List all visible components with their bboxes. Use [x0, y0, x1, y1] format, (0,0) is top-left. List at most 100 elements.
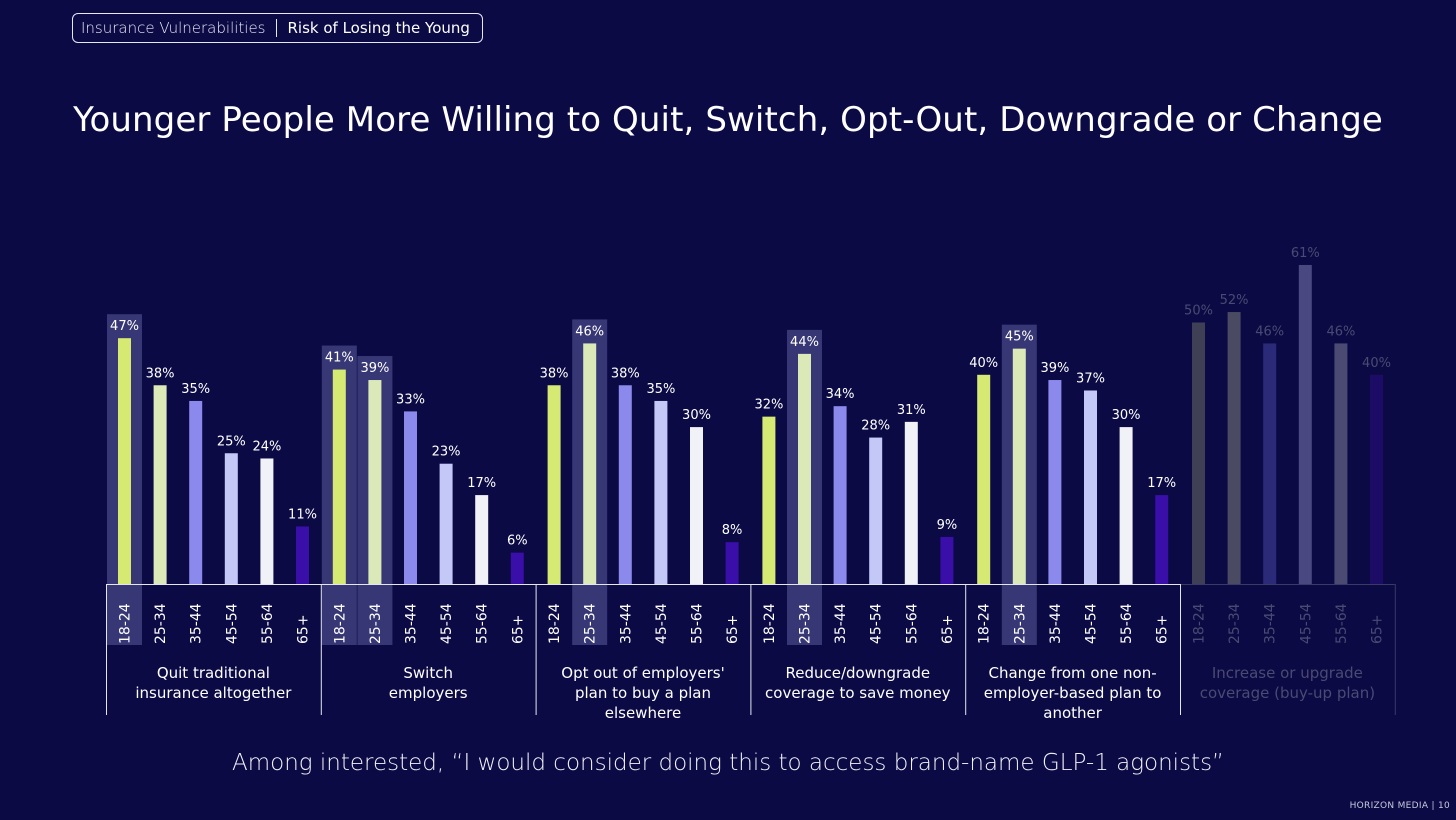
data-label: 33% [396, 392, 425, 407]
bar [583, 343, 597, 584]
group-label: Increase or upgrade [1212, 664, 1363, 682]
data-label: 46% [1255, 324, 1284, 339]
brand-page-number: HORIZON MEDIA | 10 [1349, 801, 1450, 811]
tick-label: 55-64 [1334, 603, 1350, 644]
tick-label: 55-64 [690, 603, 706, 644]
bar [977, 374, 991, 584]
bar [798, 353, 811, 584]
tick-label: 25-34 [153, 603, 169, 644]
tick-label: 35-44 [833, 603, 849, 644]
data-label: 31% [897, 403, 926, 418]
tick-label: 55-64 [260, 603, 276, 644]
data-label: 61% [1291, 246, 1320, 261]
tick-label: 45-54 [1084, 603, 1100, 644]
bar [1048, 380, 1062, 584]
data-label: 34% [826, 387, 855, 402]
data-label: 47% [110, 319, 139, 334]
group-label: employers [389, 684, 468, 702]
group-label: plan to buy a plan [575, 684, 711, 702]
data-label: 40% [1362, 356, 1391, 371]
tick-label: 18-24 [762, 603, 778, 644]
data-label: 35% [646, 382, 675, 397]
tick-label: 18-24 [977, 603, 993, 644]
bar [404, 411, 417, 584]
group-label: elsewhere [605, 704, 682, 722]
tick-label: 45-54 [1298, 603, 1314, 644]
data-label: 9% [937, 518, 958, 533]
tick-label: 25-34 [368, 603, 384, 644]
bar [1263, 343, 1277, 584]
tick-label: 65+ [725, 614, 741, 644]
bar [1119, 427, 1133, 584]
tick-label: 65+ [1370, 614, 1386, 644]
bar [654, 400, 668, 584]
bar [940, 536, 954, 584]
bar [833, 406, 847, 584]
page-title: Younger People More Willing to Quit, Swi… [73, 100, 1383, 140]
tick-label: 18-24 [1192, 603, 1208, 644]
group-label: Quit traditional [157, 664, 270, 682]
group-label: coverage to save money [765, 684, 951, 702]
tick-label: 45-54 [439, 603, 455, 644]
tick-label: 35-44 [189, 603, 205, 644]
tick-label: 18-24 [332, 603, 348, 644]
bar [118, 338, 131, 584]
data-label: 44% [790, 335, 819, 350]
group-label: Switch [403, 664, 453, 682]
bar [618, 385, 632, 584]
bar [690, 427, 703, 584]
tick-label: 65+ [1155, 614, 1171, 644]
data-label: 39% [1040, 361, 1069, 376]
bar [332, 369, 346, 584]
data-label: 24% [252, 439, 281, 454]
bar [725, 542, 739, 584]
data-label: 17% [1147, 476, 1176, 491]
bar [475, 495, 489, 584]
tick-label: 35-44 [404, 603, 420, 644]
tick-label: 45-54 [224, 603, 240, 644]
data-label: 38% [146, 366, 175, 381]
tick-label: 18-24 [118, 603, 134, 644]
bar [368, 380, 382, 584]
data-label: 40% [969, 356, 998, 371]
tick-label: 65+ [296, 614, 312, 644]
bar [869, 437, 883, 584]
data-label: 30% [682, 408, 711, 423]
bar [762, 416, 776, 584]
tick-label: 45-54 [869, 603, 885, 644]
data-label: 46% [575, 324, 604, 339]
group-label: Opt out of employers' [561, 664, 724, 682]
tick-label: 55-64 [904, 603, 920, 644]
tick-label: 65+ [510, 614, 526, 644]
bar [1334, 343, 1348, 584]
data-label: 25% [217, 434, 246, 449]
bar [904, 421, 918, 584]
bar [1298, 264, 1312, 584]
data-label: 39% [360, 361, 389, 376]
data-label: 23% [432, 445, 461, 460]
tick-label: 65+ [940, 614, 956, 644]
bar [1012, 348, 1026, 584]
data-label: 6% [507, 534, 528, 549]
bar [439, 463, 453, 584]
data-label: 30% [1112, 408, 1141, 423]
bar [510, 552, 524, 584]
data-label: 11% [288, 507, 317, 522]
group-label: Change from one non- [989, 664, 1157, 682]
tick-label: 35-44 [618, 603, 634, 644]
tick-label: 25-34 [583, 603, 599, 644]
tick-label: 18-24 [547, 603, 563, 644]
data-label: 17% [467, 476, 496, 491]
breadcrumb-divider [275, 19, 277, 37]
bar [1084, 390, 1097, 584]
tick-label: 55-64 [475, 603, 491, 644]
bar [1192, 322, 1205, 584]
group-label: insurance altogether [135, 684, 292, 702]
group-label: Reduce/downgrade [785, 664, 930, 682]
bar [1370, 374, 1383, 584]
data-label: 28% [861, 419, 890, 434]
bar [296, 526, 309, 584]
group-label: coverage (buy-up plan) [1200, 684, 1375, 702]
bar [224, 453, 238, 584]
bar [1227, 312, 1241, 584]
